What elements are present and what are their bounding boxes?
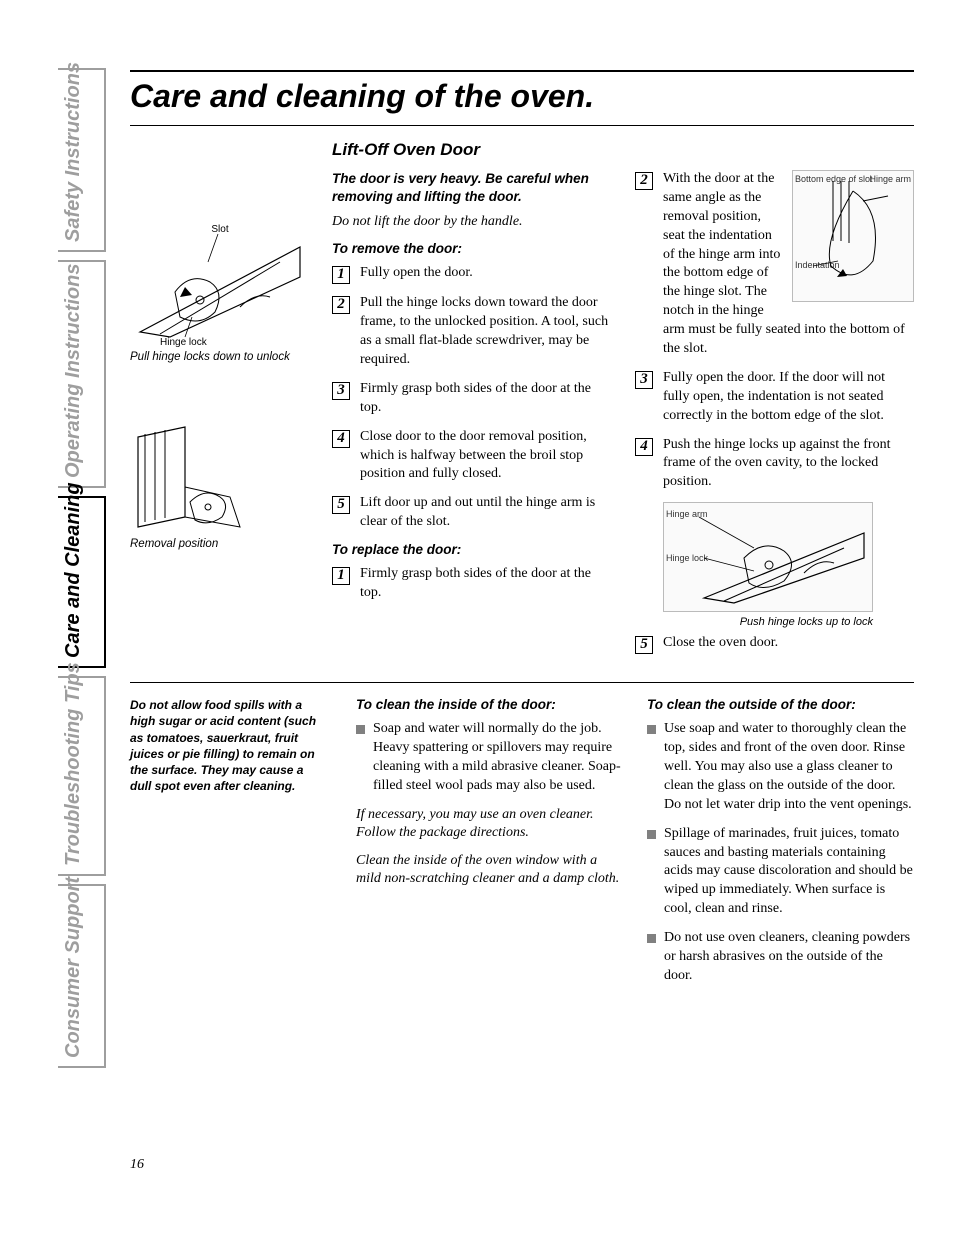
figure-caption-1: Pull hinge locks down to unlock <box>130 351 320 363</box>
bullet-icon <box>356 725 365 734</box>
replace-step-1: 1 Firmly grasp both sides of the door at… <box>332 565 611 603</box>
door-warning: The door is very heavy. Be careful when … <box>332 170 611 205</box>
bullet-icon <box>647 830 656 839</box>
remove-step-1: 1 Fully open the door. <box>332 264 611 284</box>
remove-step-3: 3 Firmly grasp both sides of the door at… <box>332 380 611 418</box>
outside-bullet-2: Spillage of marinades, fruit juices, tom… <box>647 825 914 919</box>
remove-heading: To remove the door: <box>332 241 611 256</box>
figure-hinge-unlock: Slot Hinge lock Pull hinge locks down to… <box>130 222 320 363</box>
label-slot: Slot <box>211 224 228 235</box>
remove-step-4: 4 Close door to the door removal positio… <box>332 428 611 485</box>
figure-hinge-seat: Bottom edge of slot Hinge arm Indentatio… <box>792 170 914 302</box>
step-text: Firmly grasp both sides of the door at t… <box>360 380 611 418</box>
step-number-icon: 4 <box>332 430 350 448</box>
step-number-icon: 5 <box>332 496 350 514</box>
upper-content: Lift-Off Oven Door The door is very heav… <box>332 126 914 664</box>
tab-safety[interactable]: Safety Instructions <box>58 68 106 252</box>
step-text: Pull the hinge locks down toward the doo… <box>360 294 611 370</box>
replace-step-5: 5 Close the oven door. <box>635 634 914 654</box>
outside-bullet-3: Do not use oven cleaners, cleaning powde… <box>647 929 914 986</box>
step-number-icon: 5 <box>635 636 653 654</box>
step-text: Push the hinge locks up against the fron… <box>663 436 914 493</box>
step-number-icon: 4 <box>635 438 653 456</box>
step-number-icon: 1 <box>332 567 350 585</box>
tab-operating[interactable]: Operating Instructions <box>58 260 106 488</box>
inside-heading: To clean the inside of the door: <box>356 697 623 712</box>
page-title: Care and cleaning of the oven. <box>130 72 914 126</box>
tab-troubleshooting[interactable]: Troubleshooting Tips <box>58 676 106 876</box>
figure-caption-2: Removal position <box>130 538 320 550</box>
step-text: Bottom edge of slot Hinge arm Indentatio… <box>663 170 914 359</box>
bullet-text: Spillage of marinades, fruit juices, tom… <box>664 825 914 919</box>
step-number-icon: 2 <box>332 296 350 314</box>
clean-inside-column: To clean the inside of the door: Soap an… <box>356 697 623 996</box>
figure-hinge-lock: Hinge arm Hinge lock <box>663 502 873 612</box>
outside-bullet-1: Use soap and water to thoroughly clean t… <box>647 720 914 814</box>
tab-consumer-support[interactable]: Consumer Support <box>58 884 106 1068</box>
step-text: Close door to the door removal position,… <box>360 428 611 485</box>
outside-heading: To clean the outside of the door: <box>647 697 914 712</box>
step-number-icon: 3 <box>635 371 653 389</box>
replace-heading: To replace the door: <box>332 542 611 557</box>
replace-step-4: 4 Push the hinge locks up against the fr… <box>635 436 914 493</box>
page-number: 16 <box>130 1157 144 1173</box>
step-number-icon: 1 <box>332 266 350 284</box>
manual-page: Safety Instructions Operating Instructio… <box>0 0 954 1235</box>
right-column: 2 Bottom edge of slot Hinge arm Indentat… <box>635 170 914 664</box>
content-area: Care and cleaning of the oven. Slot Hing… <box>130 70 914 996</box>
bullet-text: Use soap and water to thoroughly clean t… <box>664 720 914 814</box>
step-text: Lift door up and out until the hinge arm… <box>360 494 611 532</box>
lower-section: Do not allow food spills with a high sug… <box>130 682 914 996</box>
figure-removal-position: Removal position <box>130 422 320 550</box>
section-heading: Lift-Off Oven Door <box>332 140 914 160</box>
step-text: Fully open the door. <box>360 264 611 284</box>
bullet-text: Do not use oven cleaners, cleaning powde… <box>664 929 914 986</box>
figure-caption-4: Push hinge locks up to lock <box>663 616 873 628</box>
bullet-icon <box>647 934 656 943</box>
replace-step-2: 2 Bottom edge of slot Hinge arm Indentat… <box>635 170 914 359</box>
label-hinge-lock: Hinge lock <box>160 337 208 347</box>
bullet-icon <box>647 725 656 734</box>
step-text: Close the oven door. <box>663 634 914 654</box>
inside-note-1: If necessary, you may use an oven cleane… <box>356 806 623 842</box>
step-number-icon: 2 <box>635 172 653 190</box>
replace-step-3: 3 Fully open the door. If the door will … <box>635 369 914 426</box>
side-tab-rail: Safety Instructions Operating Instructio… <box>58 68 106 1175</box>
handle-note: Do not lift the door by the handle. <box>332 213 611 231</box>
clean-outside-column: To clean the outside of the door: Use so… <box>647 697 914 996</box>
step-text: Firmly grasp both sides of the door at t… <box>360 565 611 603</box>
left-column: The door is very heavy. Be careful when … <box>332 170 611 664</box>
remove-step-2: 2 Pull the hinge locks down toward the d… <box>332 294 611 370</box>
bullet-text: Soap and water will normally do the job.… <box>373 720 623 796</box>
inside-bullet-1: Soap and water will normally do the job.… <box>356 720 623 796</box>
tab-care-cleaning[interactable]: Care and Cleaning <box>58 496 106 668</box>
inside-note-2: Clean the inside of the oven window with… <box>356 852 623 888</box>
step-text: Fully open the door. If the door will no… <box>663 369 914 426</box>
remove-step-5: 5 Lift door up and out until the hinge a… <box>332 494 611 532</box>
spill-warning: Do not allow food spills with a high sug… <box>130 697 332 996</box>
step-number-icon: 3 <box>332 382 350 400</box>
